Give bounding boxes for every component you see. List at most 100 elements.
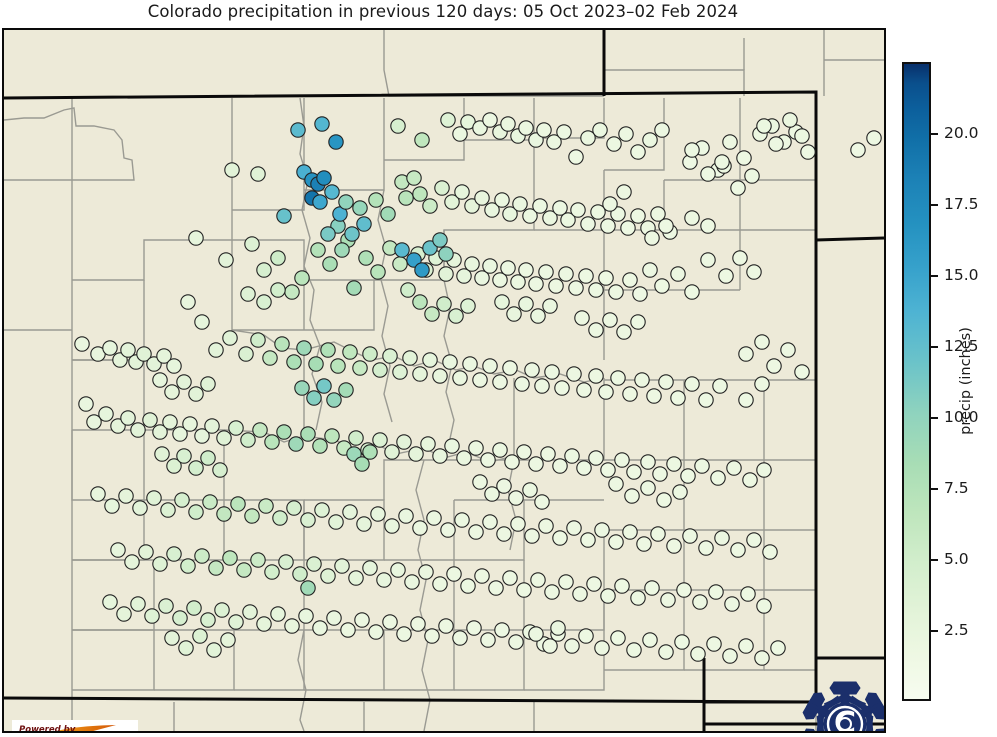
- station-marker[interactable]: [390, 118, 406, 134]
- station-marker[interactable]: [110, 542, 126, 558]
- station-marker[interactable]: [414, 262, 430, 278]
- station-marker[interactable]: [102, 340, 118, 356]
- station-marker[interactable]: [258, 498, 274, 514]
- station-marker[interactable]: [300, 512, 316, 528]
- station-marker[interactable]: [544, 364, 560, 380]
- station-marker[interactable]: [452, 126, 468, 142]
- station-marker[interactable]: [340, 622, 356, 638]
- station-marker[interactable]: [438, 618, 454, 634]
- station-marker[interactable]: [484, 486, 500, 502]
- station-marker[interactable]: [586, 576, 602, 592]
- station-marker[interactable]: [176, 448, 192, 464]
- station-marker[interactable]: [112, 352, 128, 368]
- station-marker[interactable]: [406, 170, 422, 186]
- station-marker[interactable]: [650, 526, 666, 542]
- station-marker[interactable]: [780, 342, 796, 358]
- station-marker[interactable]: [700, 166, 716, 182]
- station-marker[interactable]: [658, 374, 674, 390]
- station-marker[interactable]: [292, 566, 308, 582]
- station-marker[interactable]: [640, 454, 656, 470]
- station-marker[interactable]: [120, 410, 136, 426]
- station-marker[interactable]: [214, 602, 230, 618]
- station-marker[interactable]: [200, 450, 216, 466]
- station-marker[interactable]: [658, 644, 674, 660]
- station-marker[interactable]: [270, 250, 286, 266]
- station-marker[interactable]: [294, 270, 310, 286]
- station-marker[interactable]: [262, 350, 278, 366]
- station-marker[interactable]: [420, 436, 436, 452]
- station-marker[interactable]: [166, 358, 182, 374]
- station-marker[interactable]: [560, 212, 576, 228]
- station-marker[interactable]: [492, 272, 508, 288]
- station-marker[interactable]: [616, 184, 632, 200]
- station-marker[interactable]: [382, 348, 398, 364]
- station-marker[interactable]: [714, 154, 730, 170]
- station-marker[interactable]: [630, 590, 646, 606]
- station-marker[interactable]: [666, 538, 682, 554]
- station-marker[interactable]: [636, 536, 652, 552]
- station-marker[interactable]: [414, 132, 430, 148]
- station-marker[interactable]: [208, 342, 224, 358]
- station-marker[interactable]: [634, 372, 650, 388]
- station-marker[interactable]: [588, 322, 604, 338]
- station-marker[interactable]: [598, 384, 614, 400]
- station-marker[interactable]: [610, 370, 626, 386]
- station-marker[interactable]: [440, 522, 456, 538]
- station-marker[interactable]: [682, 528, 698, 544]
- station-marker[interactable]: [512, 196, 528, 212]
- station-marker[interactable]: [558, 574, 574, 590]
- station-marker[interactable]: [700, 252, 716, 268]
- station-marker[interactable]: [228, 420, 244, 436]
- station-marker[interactable]: [618, 126, 634, 142]
- station-marker[interactable]: [540, 446, 556, 462]
- station-marker[interactable]: [194, 548, 210, 564]
- station-marker[interactable]: [574, 310, 590, 326]
- station-marker[interactable]: [580, 532, 596, 548]
- station-marker[interactable]: [712, 378, 728, 394]
- station-marker[interactable]: [244, 236, 260, 252]
- station-marker[interactable]: [730, 542, 746, 558]
- station-marker[interactable]: [432, 232, 448, 248]
- station-marker[interactable]: [654, 122, 670, 138]
- station-marker[interactable]: [754, 650, 770, 666]
- station-marker[interactable]: [460, 298, 476, 314]
- station-marker[interactable]: [188, 230, 204, 246]
- station-marker[interactable]: [500, 260, 516, 276]
- station-marker[interactable]: [284, 284, 300, 300]
- station-marker[interactable]: [354, 612, 370, 628]
- station-marker[interactable]: [444, 194, 460, 210]
- station-marker[interactable]: [146, 356, 162, 372]
- station-marker[interactable]: [566, 520, 582, 536]
- station-marker[interactable]: [592, 122, 608, 138]
- station-marker[interactable]: [320, 226, 336, 242]
- station-marker[interactable]: [362, 560, 378, 576]
- station-marker[interactable]: [740, 586, 756, 602]
- station-marker[interactable]: [250, 552, 266, 568]
- station-marker[interactable]: [482, 258, 498, 274]
- station-marker[interactable]: [534, 378, 550, 394]
- station-marker[interactable]: [220, 632, 236, 648]
- station-marker[interactable]: [754, 376, 770, 392]
- station-marker[interactable]: [144, 608, 160, 624]
- station-marker[interactable]: [320, 568, 336, 584]
- station-marker[interactable]: [334, 558, 350, 574]
- station-marker[interactable]: [390, 562, 406, 578]
- station-marker[interactable]: [372, 432, 388, 448]
- station-marker[interactable]: [230, 496, 246, 512]
- station-marker[interactable]: [338, 382, 354, 398]
- station-marker[interactable]: [528, 276, 544, 292]
- station-marker[interactable]: [496, 478, 512, 494]
- colorbar[interactable]: [902, 62, 931, 701]
- station-marker[interactable]: [794, 364, 810, 380]
- station-marker[interactable]: [422, 198, 438, 214]
- station-marker[interactable]: [406, 252, 422, 268]
- station-marker[interactable]: [670, 266, 686, 282]
- station-marker[interactable]: [726, 460, 742, 476]
- station-marker[interactable]: [608, 476, 624, 492]
- station-marker[interactable]: [508, 490, 524, 506]
- station-marker[interactable]: [422, 352, 438, 368]
- station-marker[interactable]: [74, 336, 90, 352]
- station-marker[interactable]: [516, 444, 532, 460]
- station-marker[interactable]: [514, 376, 530, 392]
- station-marker[interactable]: [448, 308, 464, 324]
